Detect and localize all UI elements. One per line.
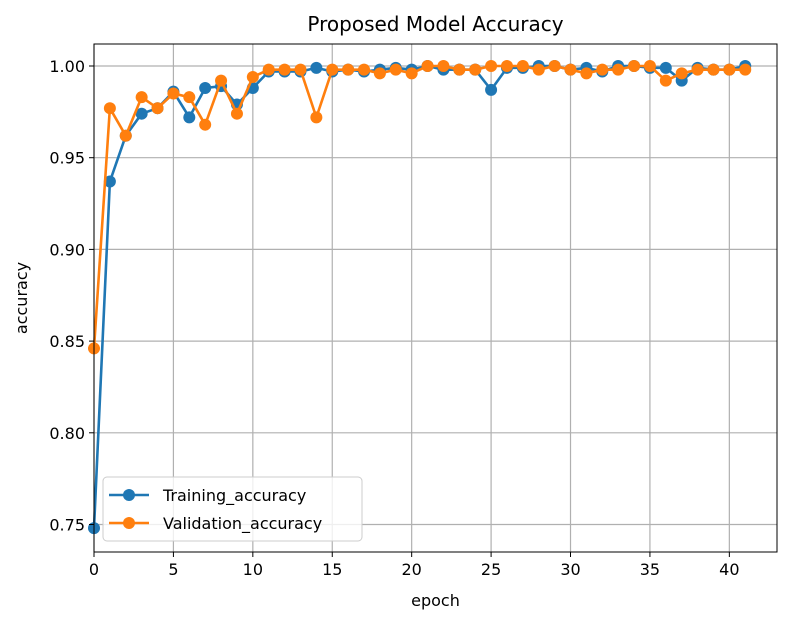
validation-accuracy-point xyxy=(453,63,466,76)
validation-accuracy-point xyxy=(469,63,482,76)
validation-accuracy-point xyxy=(628,60,641,73)
y-tick-label: 0.95 xyxy=(49,149,85,168)
validation-accuracy-point xyxy=(278,63,291,76)
chart-title: Proposed Model Accuracy xyxy=(307,12,563,36)
y-tick-label: 0.90 xyxy=(49,240,85,259)
validation-accuracy-point xyxy=(151,102,164,115)
training-accuracy-point xyxy=(659,61,672,74)
validation-accuracy-point xyxy=(580,67,593,80)
training-accuracy-point xyxy=(199,82,212,95)
plot-area xyxy=(94,44,777,552)
validation-accuracy-point xyxy=(262,63,275,76)
x-tick-label: 35 xyxy=(640,560,660,579)
x-tick-label: 25 xyxy=(481,560,501,579)
training-accuracy-point xyxy=(103,175,116,188)
validation-accuracy-point xyxy=(167,87,180,100)
y-tick-label: 0.85 xyxy=(49,332,85,351)
validation-accuracy-point xyxy=(294,63,307,76)
validation-accuracy-point xyxy=(135,91,148,104)
validation-accuracy-point xyxy=(215,74,228,87)
training-accuracy-point xyxy=(135,107,148,120)
validation-accuracy-point xyxy=(532,63,545,76)
axis-ticks: 0 5 10 15 20 25 30 35 40 0.75 0.80 0.85 0.90 0.95 1.00 xyxy=(49,57,739,579)
validation-accuracy-series xyxy=(88,60,752,355)
validation-accuracy-point xyxy=(485,60,498,73)
y-axis-label: accuracy xyxy=(12,262,31,334)
y-tick-label: 1.00 xyxy=(49,57,85,76)
legend-label-training-accuracy: Training_accuracy xyxy=(162,486,306,506)
x-tick-label: 0 xyxy=(89,560,99,579)
validation-accuracy-point xyxy=(516,60,529,73)
x-axis-label: epoch xyxy=(411,591,460,610)
legend-marker-training-accuracy xyxy=(123,489,135,501)
validation-accuracy-point xyxy=(421,60,434,73)
validation-accuracy-point xyxy=(643,60,656,73)
legend: Training_accuracy Validation_accuracy xyxy=(102,476,363,542)
legend-marker-validation-accuracy xyxy=(123,517,135,529)
validation-accuracy-point xyxy=(612,63,625,76)
validation-accuracy-point xyxy=(199,118,212,131)
series-layer xyxy=(88,60,752,535)
validation-accuracy-point xyxy=(389,63,402,76)
x-tick-label: 40 xyxy=(719,560,739,579)
x-tick-label: 30 xyxy=(560,560,580,579)
validation-accuracy-point xyxy=(437,60,450,73)
x-tick-label: 10 xyxy=(243,560,263,579)
plot-frame xyxy=(93,43,778,553)
training-accuracy-point xyxy=(485,83,498,96)
legend-box xyxy=(102,476,363,542)
validation-accuracy-point xyxy=(739,63,752,76)
x-tick-label: 5 xyxy=(168,560,178,579)
validation-accuracy-point xyxy=(230,107,243,120)
training-accuracy-point xyxy=(183,111,196,124)
legend-label-validation-accuracy: Validation_accuracy xyxy=(163,514,322,534)
validation-accuracy-point xyxy=(326,63,339,76)
validation-accuracy-point xyxy=(358,63,371,76)
validation-accuracy-point xyxy=(373,67,386,80)
validation-accuracy-point xyxy=(103,102,116,115)
validation-accuracy-point xyxy=(675,67,688,80)
training-accuracy-point xyxy=(310,61,323,74)
y-tick-label: 0.80 xyxy=(49,424,85,443)
validation-accuracy-point xyxy=(723,63,736,76)
validation-accuracy-point xyxy=(405,67,418,80)
validation-accuracy-point xyxy=(596,63,609,76)
validation-accuracy-point xyxy=(691,63,704,76)
validation-accuracy-point xyxy=(119,129,132,142)
validation-accuracy-point xyxy=(342,63,355,76)
y-tick-label: 0.75 xyxy=(49,515,85,534)
validation-accuracy-point xyxy=(659,74,672,87)
validation-accuracy-point xyxy=(564,63,577,76)
validation-accuracy-point xyxy=(548,60,561,73)
validation-accuracy-point xyxy=(500,60,513,73)
x-tick-label: 15 xyxy=(322,560,342,579)
x-tick-label: 20 xyxy=(401,560,421,579)
validation-accuracy-point xyxy=(707,63,720,76)
validation-accuracy-point xyxy=(310,111,323,124)
validation-accuracy-point xyxy=(183,91,196,104)
validation-accuracy-point xyxy=(246,71,259,84)
